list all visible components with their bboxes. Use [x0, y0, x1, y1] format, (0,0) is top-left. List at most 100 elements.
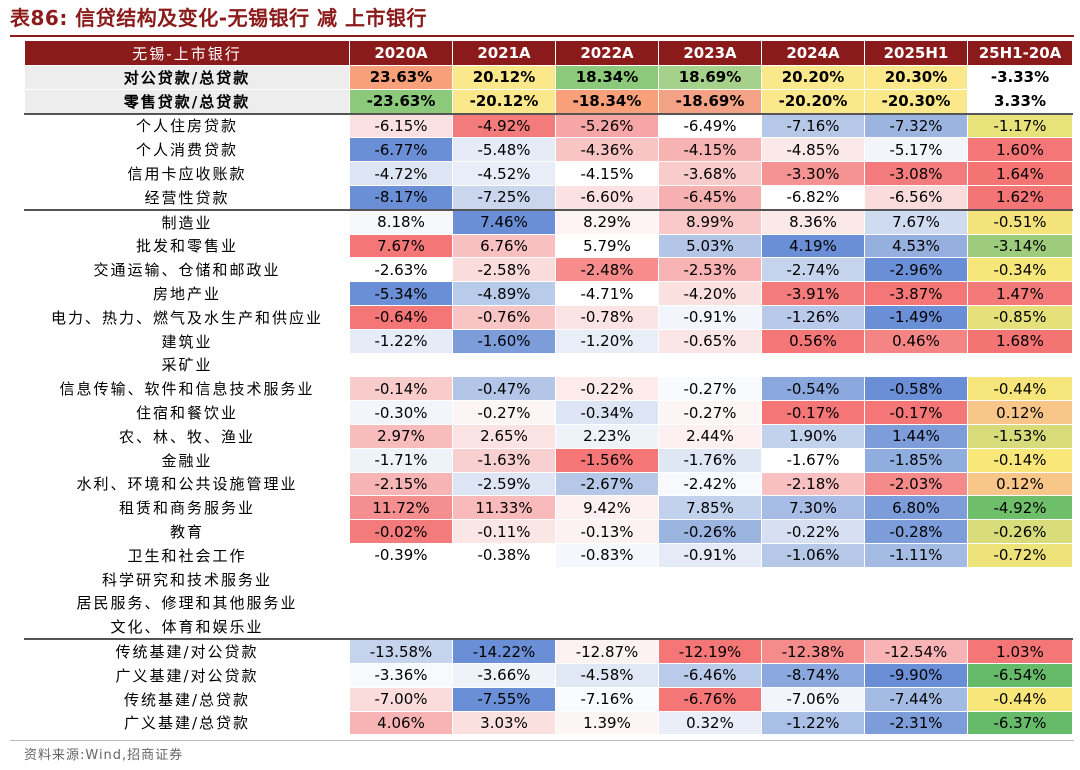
data-cell: -3.33%	[967, 65, 1073, 90]
table-row: 卫生和社会工作 -0.39% -0.38% -0.83% -0.91% -1.06% -1.…	[24, 542, 1073, 568]
data-cell: 1.62%	[967, 184, 1073, 211]
table-row: 个人消费贷款 -6.77% -5.48% -4.36% -4.15% -4.85% -5.1…	[24, 137, 1073, 163]
table-row: 对公贷款/总贷款 23.63% 20.12% 18.34% 18.69% 20.20% 20…	[24, 65, 1073, 90]
data-cell: -12.87%	[555, 638, 659, 664]
table-row: 广义基建/对公贷款 -3.36% -3.66% -4.58% -6.46% -8.74% -…	[24, 662, 1073, 688]
table-body: 对公贷款/总贷款 23.63% 20.12% 18.34% 18.69% 20.20% 20…	[24, 65, 1073, 736]
table-row: 广义基建/总贷款 4.06% 3.03% 1.39% 0.32% -1.22% -2.31%…	[24, 710, 1073, 736]
data-cell: -9.90%	[864, 662, 968, 688]
data-cell: 11.72%	[349, 495, 453, 521]
data-cell: -1.53%	[967, 423, 1073, 449]
data-cell	[658, 566, 762, 592]
data-cell	[864, 590, 968, 616]
row-label: 信用卡应收账款	[24, 161, 350, 186]
data-cell	[864, 352, 968, 378]
data-cell: -6.60%	[555, 184, 659, 211]
data-cell: -2.42%	[658, 471, 762, 497]
data-cell: 8.29%	[555, 208, 659, 235]
data-cell: -2.53%	[658, 257, 762, 283]
data-cell: 20.30%	[864, 65, 968, 90]
row-label: 房地产业	[24, 281, 350, 306]
data-cell	[349, 352, 453, 378]
data-cell: -2.15%	[349, 471, 453, 497]
data-cell: -1.60%	[452, 328, 556, 354]
data-cell: 8.99%	[658, 208, 762, 235]
data-cell: 1.60%	[967, 137, 1073, 163]
data-cell: -2.67%	[555, 471, 659, 497]
row-label: 对公贷款/总贷款	[24, 65, 350, 90]
data-cell: -1.22%	[349, 328, 453, 354]
row-label: 金融业	[24, 447, 350, 473]
data-cell: 2.97%	[349, 423, 453, 449]
row-label: 批发和零售业	[24, 233, 350, 259]
data-cell	[452, 352, 556, 378]
data-cell: -7.55%	[452, 686, 556, 712]
row-label: 制造业	[24, 208, 350, 235]
data-cell	[761, 614, 865, 640]
data-cell: -0.22%	[761, 519, 865, 544]
row-label: 广义基建/总贷款	[24, 710, 350, 736]
data-cell: -0.11%	[452, 519, 556, 544]
table-row: 金融业 -1.71% -1.63% -1.56% -1.76% -1.67% -1.85% -…	[24, 447, 1073, 473]
table-row: 租赁和商务服务业 11.72% 11.33% 9.42% 7.85% 7.30% 6.80%…	[24, 495, 1073, 521]
data-cell: -0.91%	[658, 304, 762, 330]
data-cell	[967, 352, 1073, 378]
table-row: 水利、环境和公共设施管理业 -2.15% -2.59% -2.67% -2.42% -2.…	[24, 471, 1073, 497]
data-cell: -5.26%	[555, 112, 659, 139]
data-cell: -0.39%	[349, 542, 453, 568]
data-cell: -6.49%	[658, 112, 762, 139]
data-cell: -0.26%	[658, 519, 762, 544]
data-cell	[967, 614, 1073, 640]
data-cell: -0.13%	[555, 519, 659, 544]
data-cell	[555, 614, 659, 640]
data-cell: -4.36%	[555, 137, 659, 163]
row-label: 交通运输、仓储和邮政业	[24, 257, 350, 283]
data-cell: -6.54%	[967, 662, 1073, 688]
table-row: 传统基建/对公贷款 -13.58% -14.22% -12.87% -12.19% -12…	[24, 638, 1073, 664]
row-label: 个人住房贷款	[24, 112, 350, 139]
data-cell: -6.15%	[349, 112, 453, 139]
data-cell: -4.92%	[452, 112, 556, 139]
data-cell: 2.44%	[658, 423, 762, 449]
column-header: 2022A	[555, 40, 659, 66]
data-cell: 9.42%	[555, 495, 659, 521]
data-cell: -7.44%	[864, 686, 968, 712]
data-cell: 20.12%	[452, 65, 556, 90]
data-cell: -4.20%	[658, 281, 762, 306]
row-label: 零售贷款/总贷款	[24, 88, 350, 115]
data-cell: 1.47%	[967, 281, 1073, 306]
table-row: 科学研究和技术服务业	[24, 566, 1073, 592]
data-cell: -0.65%	[658, 328, 762, 354]
row-label: 水利、环境和公共设施管理业	[24, 471, 350, 497]
data-cell: -0.34%	[967, 257, 1073, 283]
data-cell: -2.74%	[761, 257, 865, 283]
data-cell: -2.48%	[555, 257, 659, 283]
data-cell: -1.22%	[761, 710, 865, 736]
row-label: 卫生和社会工作	[24, 542, 350, 568]
table-row: 建筑业 -1.22% -1.60% -1.20% -0.65% 0.56% 0.46% 1.6…	[24, 328, 1073, 354]
data-cell	[555, 590, 659, 616]
data-cell	[349, 614, 453, 640]
data-cell	[864, 566, 968, 592]
data-cell: 0.12%	[967, 471, 1073, 497]
data-cell: 7.67%	[864, 208, 968, 235]
data-cell: 20.20%	[761, 65, 865, 90]
data-cell: -23.63%	[349, 88, 453, 115]
data-cell: -5.48%	[452, 137, 556, 163]
data-cell	[658, 590, 762, 616]
data-cell: -0.17%	[864, 400, 968, 425]
title-rule	[10, 35, 1074, 37]
data-cell: -1.17%	[967, 112, 1073, 139]
table-row: 个人住房贷款 -6.15% -4.92% -5.26% -6.49% -7.16% -7.3…	[24, 112, 1073, 139]
data-cell: -1.49%	[864, 304, 968, 330]
data-cell: -1.63%	[452, 447, 556, 473]
data-cell: -0.17%	[761, 400, 865, 425]
column-header: 2023A	[658, 40, 762, 66]
data-cell	[452, 590, 556, 616]
data-cell: -6.82%	[761, 184, 865, 211]
data-cell: -0.47%	[452, 376, 556, 402]
data-cell: -4.85%	[761, 137, 865, 163]
data-cell: -7.00%	[349, 686, 453, 712]
data-cell: 0.12%	[967, 400, 1073, 425]
data-cell: -8.74%	[761, 662, 865, 688]
